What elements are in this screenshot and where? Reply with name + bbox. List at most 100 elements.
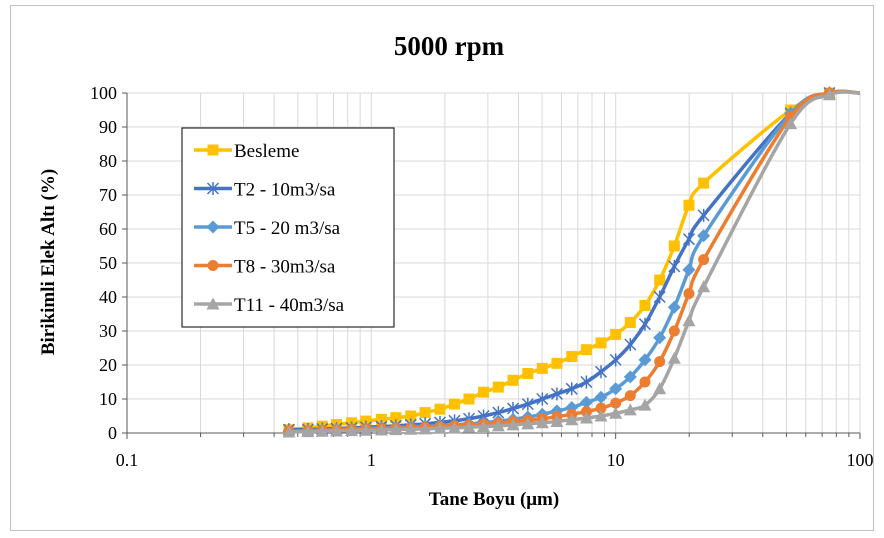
legend-label: Besleme — [234, 141, 299, 162]
data-point — [638, 353, 652, 367]
data-point — [623, 370, 637, 384]
data-point — [405, 410, 417, 422]
data-point — [682, 263, 696, 277]
data-point — [535, 416, 549, 429]
data-point — [784, 117, 798, 130]
y-tick-label: 50 — [99, 253, 117, 273]
data-point — [329, 424, 343, 437]
data-point — [579, 395, 593, 409]
data-point — [668, 259, 681, 273]
legend-marker — [207, 260, 219, 271]
data-point — [359, 423, 373, 436]
data-point — [654, 274, 666, 286]
data-point — [667, 351, 681, 364]
y-tick-label: 10 — [99, 389, 117, 409]
data-point — [448, 421, 462, 434]
legend: Besleme T2 - 10m3/sa T5 - 20 m3/sa T8 - 30m… — [181, 127, 395, 328]
y-tick-label: 40 — [99, 287, 117, 307]
data-point — [506, 418, 520, 431]
series-layer — [282, 86, 861, 438]
data-point — [550, 387, 563, 401]
data-point — [580, 375, 593, 389]
data-point — [624, 390, 636, 402]
y-tick-label: 80 — [99, 151, 117, 171]
data-point — [449, 398, 461, 410]
y-axis-title: Birikimli Elek Altı (%) — [38, 169, 59, 355]
data-point — [609, 353, 622, 367]
legend-marker — [207, 144, 219, 156]
data-point — [390, 412, 402, 424]
data-point — [609, 382, 623, 396]
data-point — [434, 403, 446, 415]
data-point — [463, 393, 475, 405]
data-point — [595, 402, 607, 414]
data-point — [491, 419, 505, 432]
data-point — [580, 344, 592, 356]
data-point — [579, 411, 593, 424]
data-point — [521, 417, 535, 430]
data-point — [822, 88, 836, 101]
x-axis-title: Tane Boyu (μm) — [429, 489, 559, 510]
data-point — [536, 392, 549, 406]
y-tick-label: 70 — [99, 185, 117, 205]
data-point — [653, 331, 667, 345]
data-point — [521, 397, 534, 411]
data-point — [653, 290, 666, 304]
data-point — [682, 232, 695, 246]
legend-item: T8 - 30m3/sa — [194, 257, 336, 278]
legend-item: Besleme — [194, 141, 299, 162]
series-4 — [282, 88, 861, 438]
data-point — [668, 325, 680, 337]
data-point — [624, 338, 637, 352]
legend-marker — [206, 220, 220, 234]
data-point — [536, 362, 548, 374]
x-tick-label: 10 — [607, 450, 625, 470]
x-tick-label: 100 — [847, 450, 874, 470]
legend-label: T11 - 40m3/sa — [234, 295, 345, 316]
data-point — [623, 403, 637, 416]
legend-item: T2 - 10m3/sa — [194, 180, 336, 201]
data-point — [478, 386, 490, 398]
data-point — [594, 409, 608, 422]
data-point — [389, 423, 403, 436]
data-point — [282, 425, 296, 438]
data-point — [609, 406, 623, 419]
data-point — [697, 280, 711, 293]
data-point — [697, 208, 710, 222]
y-tick-label: 20 — [99, 355, 117, 375]
data-point — [550, 414, 564, 427]
data-point — [419, 407, 431, 419]
legend-item: T5 - 20 m3/sa — [194, 218, 341, 239]
data-point — [638, 317, 651, 331]
data-point — [551, 357, 563, 369]
data-point — [404, 422, 418, 435]
data-point — [668, 240, 680, 252]
data-point — [698, 177, 710, 189]
data-point — [492, 381, 504, 393]
axes: 0 10 20 30 40 50 60 70 80 90 100 0.1 1 10 100 — [90, 83, 874, 470]
data-point — [667, 300, 681, 314]
data-point — [682, 314, 696, 327]
data-point — [594, 365, 608, 379]
data-point — [507, 374, 519, 386]
y-tick-label: 30 — [99, 321, 117, 341]
x-tick-label: 1 — [367, 450, 376, 470]
legend-label: T5 - 20 m3/sa — [234, 218, 341, 239]
data-point — [565, 413, 579, 426]
y-tick-label: 0 — [108, 423, 117, 443]
data-point — [566, 351, 578, 362]
data-point — [418, 422, 432, 435]
chart-title: 5000 rpm — [394, 31, 505, 61]
data-point — [477, 420, 491, 433]
legend-marker — [206, 297, 220, 310]
data-point — [697, 229, 711, 243]
data-point — [610, 397, 622, 409]
y-tick-label: 60 — [99, 219, 117, 239]
data-point — [375, 413, 387, 425]
data-point — [565, 382, 578, 396]
y-tick-label: 100 — [90, 83, 117, 103]
data-point — [594, 390, 608, 404]
legend-item: T11 - 40m3/sa — [194, 295, 345, 316]
data-point — [639, 376, 651, 388]
